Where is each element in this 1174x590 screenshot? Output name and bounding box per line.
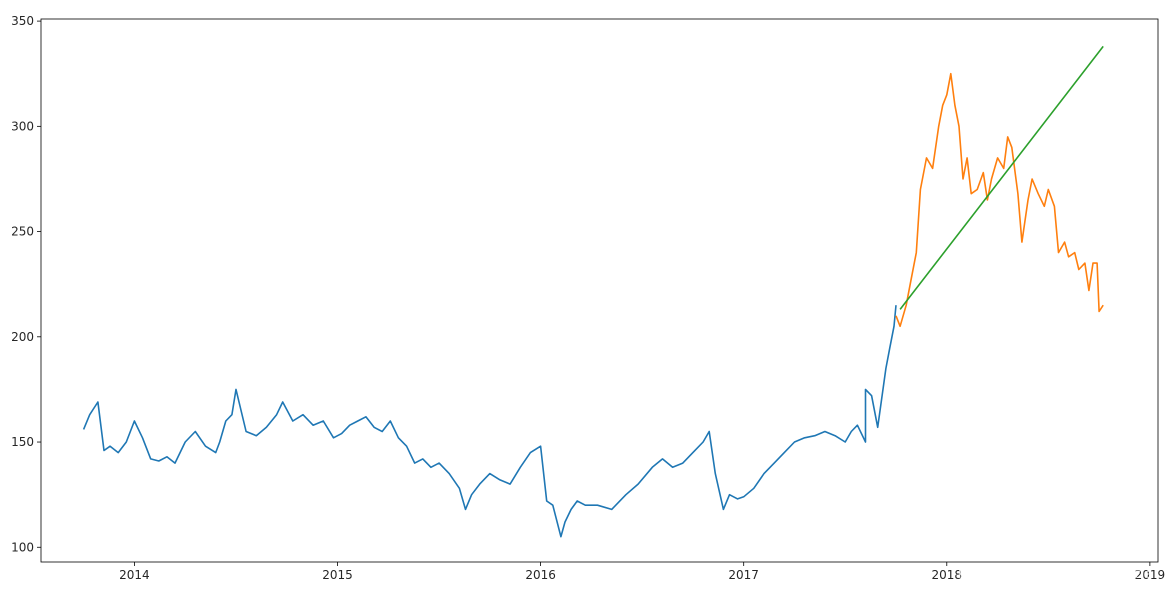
y-tick-label-200: 200 bbox=[11, 330, 34, 344]
y-tick-label-350: 350 bbox=[11, 14, 34, 28]
x-axis: 2014 2015 2016 2017 2018 2019 bbox=[119, 562, 1165, 582]
series-line-3 bbox=[899, 45, 1104, 310]
watermark-text: https://blog.csdn.net/Be_racle bbox=[958, 567, 1153, 582]
y-tick-label-100: 100 bbox=[11, 540, 34, 554]
x-tick-label-2019: 2019 bbox=[1135, 568, 1166, 582]
y-tick-label-250: 250 bbox=[11, 225, 34, 239]
x-tick-label-2017: 2017 bbox=[728, 568, 759, 582]
series-line-1 bbox=[82, 305, 897, 538]
x-tick-label-2015: 2015 bbox=[322, 568, 353, 582]
plot-border bbox=[40, 18, 1159, 563]
x-tick-label-2018: 2018 bbox=[932, 568, 963, 582]
x-tick-label-2014: 2014 bbox=[119, 568, 150, 582]
y-tick-label-300: 300 bbox=[11, 119, 34, 133]
series-layer bbox=[82, 45, 1104, 538]
series-line-2 bbox=[895, 72, 1104, 328]
plot-frame bbox=[40, 18, 1159, 563]
x-tick-label-2016: 2016 bbox=[525, 568, 556, 582]
y-axis: 100 150 200 250 300 350 bbox=[11, 14, 41, 554]
y-tick-label-150: 150 bbox=[11, 435, 34, 449]
